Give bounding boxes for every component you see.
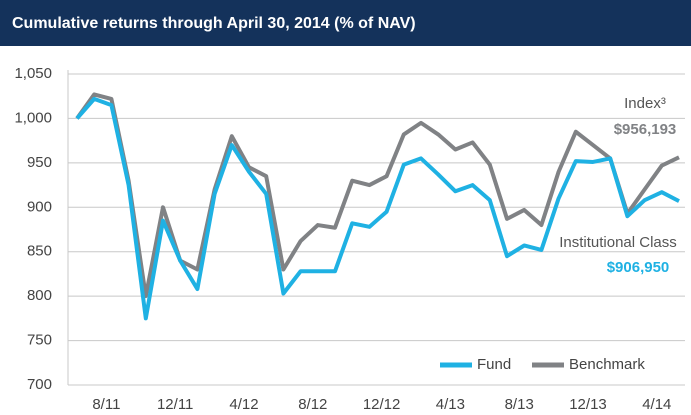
x-tick-label: 4/12 xyxy=(229,396,258,413)
y-tick-label: 1,000 xyxy=(14,109,52,126)
series-line xyxy=(75,96,680,321)
x-tick-label: 8/13 xyxy=(505,396,534,413)
y-tick-label: 700 xyxy=(27,376,52,393)
series-line xyxy=(75,92,680,299)
y-tick-label: 1,050 xyxy=(14,65,52,82)
x-tick-label: 8/12 xyxy=(298,396,327,413)
y-tick-label: 750 xyxy=(27,332,52,349)
y-tick-label: 850 xyxy=(27,243,52,260)
chart-title: Cumulative returns through April 30, 201… xyxy=(12,15,416,32)
x-tick-label: 12/11 xyxy=(157,396,193,413)
x-tick-label: 12/12 xyxy=(363,396,401,413)
annotation: Index³ xyxy=(624,95,666,112)
legend-label: Benchmark xyxy=(569,356,645,373)
y-tick-label: 800 xyxy=(27,287,52,304)
x-tick-label: 4/14 xyxy=(642,396,671,413)
y-tick-label: 900 xyxy=(27,198,52,215)
x-tick-label: 12/13 xyxy=(569,396,607,413)
y-tick-label: 950 xyxy=(27,154,52,171)
annotation: $906,950 xyxy=(607,259,670,276)
legend-label: Fund xyxy=(477,356,511,373)
annotation: $956,193 xyxy=(614,121,677,138)
header-bar xyxy=(0,0,691,46)
annotation: Institutional Class xyxy=(559,234,677,251)
x-tick-label: 4/13 xyxy=(436,396,465,413)
x-tick-label: 8/11 xyxy=(92,396,120,413)
